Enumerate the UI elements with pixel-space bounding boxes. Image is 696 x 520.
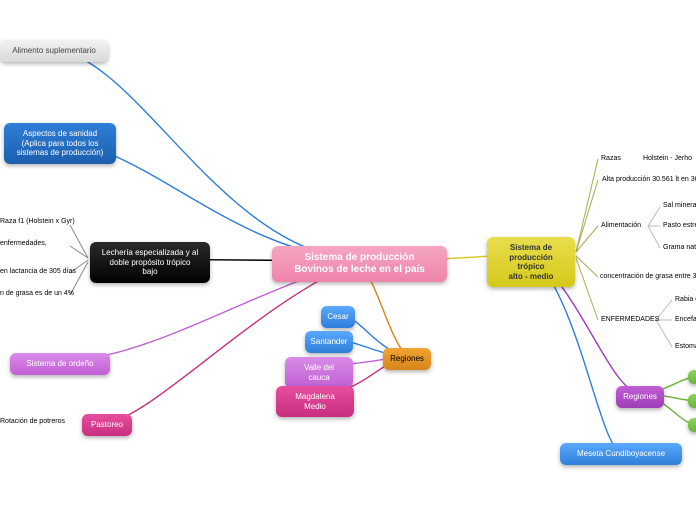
node-ordeno[interactable]: Sistema de ordeño [10, 353, 110, 375]
detail-text: n de grasa es de un 4% [0, 290, 74, 297]
detail-text: Holstein - Jerho [643, 155, 692, 162]
detail-text: Rotación de potreros [0, 418, 65, 425]
node-pastoreo[interactable]: Pastoreo [82, 414, 132, 436]
node-greenB[interactable] [688, 394, 696, 408]
node-regiones2[interactable]: Regiones [616, 386, 664, 408]
detail-text: Sal mineral [663, 202, 696, 209]
detail-text: Alta producción 30.561 lt en 365 d [602, 176, 696, 183]
detail-text: Razas [601, 155, 621, 162]
detail-text: ENFERMEDADES [601, 316, 659, 323]
detail-text: enfermedades, [0, 240, 47, 247]
node-greenC[interactable] [688, 418, 696, 432]
node-cesar[interactable]: Cesar [321, 306, 355, 328]
detail-text: Raza f1 (Holstein x Gyr) [0, 218, 75, 225]
node-valle[interactable]: Valle del cauca [285, 357, 353, 388]
node-greenA[interactable] [688, 370, 696, 384]
detail-text: Encefali [675, 316, 696, 323]
node-meseta[interactable]: Meseta Cundiboyacense [560, 443, 682, 465]
detail-text: en lactancia de 305 días [0, 268, 76, 275]
node-magdalena[interactable]: Magdalena Medio [276, 386, 354, 417]
detail-text: Grama natu [663, 244, 696, 251]
detail-text: Estomal [675, 343, 696, 350]
detail-text: Alimentación [601, 222, 641, 229]
node-tropico[interactable]: Sistema de producción trópico alto - med… [487, 237, 575, 287]
node-sanidad[interactable]: Aspectos de sanidad (Aplica para todos l… [4, 123, 116, 164]
detail-text: concentración de grasa entre 3,4 y [600, 273, 696, 280]
node-alimento[interactable]: Alimento suplementario [0, 40, 108, 62]
node-root[interactable]: Sistema de producción Bovinos de leche e… [272, 246, 447, 282]
node-regiones1[interactable]: Regiones [383, 348, 431, 370]
node-lecheria[interactable]: Lechería especializada y al doble propós… [90, 242, 210, 283]
detail-text: Pasto estrel [663, 222, 696, 229]
node-santander[interactable]: Santander [305, 331, 353, 353]
detail-text: Rabia de [675, 296, 696, 303]
